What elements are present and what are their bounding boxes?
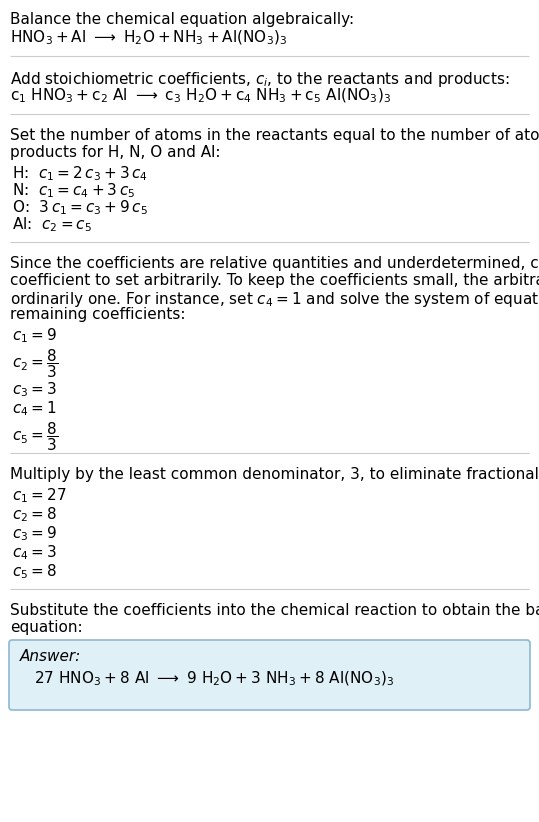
Text: $c_3 = 3$: $c_3 = 3$	[12, 380, 57, 399]
Text: $\mathrm{27\ HNO_3 + 8\ Al \ \longrightarrow \ 9\ H_2O + 3\ NH_3 + 8\ Al(NO_3)_3: $\mathrm{27\ HNO_3 + 8\ Al \ \longrighta…	[34, 670, 395, 688]
Text: Balance the chemical equation algebraically:: Balance the chemical equation algebraica…	[10, 12, 354, 27]
Text: $c_5 = 8$: $c_5 = 8$	[12, 562, 57, 580]
Text: $c_4 = 1$: $c_4 = 1$	[12, 399, 57, 418]
Text: H:  $c_1 = 2\,c_3 + 3\,c_4$: H: $c_1 = 2\,c_3 + 3\,c_4$	[12, 164, 148, 182]
Text: $c_2 = \dfrac{8}{3}$: $c_2 = \dfrac{8}{3}$	[12, 347, 58, 380]
Text: N:  $c_1 = c_4 + 3\,c_5$: N: $c_1 = c_4 + 3\,c_5$	[12, 181, 135, 200]
Text: O:  $3\,c_1 = c_3 + 9\,c_5$: O: $3\,c_1 = c_3 + 9\,c_5$	[12, 198, 148, 217]
Text: products for H, N, O and Al:: products for H, N, O and Al:	[10, 145, 220, 160]
Text: coefficient to set arbitrarily. To keep the coefficients small, the arbitrary va: coefficient to set arbitrarily. To keep …	[10, 273, 539, 288]
Text: Add stoichiometric coefficients, $c_i$, to the reactants and products:: Add stoichiometric coefficients, $c_i$, …	[10, 70, 509, 89]
FancyBboxPatch shape	[9, 640, 530, 710]
Text: ordinarily one. For instance, set $c_4 = 1$ and solve the system of equations fo: ordinarily one. For instance, set $c_4 =…	[10, 290, 539, 309]
Text: $c_1 = 9$: $c_1 = 9$	[12, 326, 57, 344]
Text: $\mathrm{c_1\ HNO_3 + c_2\ Al \ \longrightarrow \ c_3\ H_2O + c_4\ NH_3 + c_5\ A: $\mathrm{c_1\ HNO_3 + c_2\ Al \ \longrig…	[10, 87, 391, 105]
Text: $c_1 = 27$: $c_1 = 27$	[12, 486, 66, 505]
Text: remaining coefficients:: remaining coefficients:	[10, 307, 185, 322]
Text: $c_3 = 9$: $c_3 = 9$	[12, 524, 57, 543]
Text: Set the number of atoms in the reactants equal to the number of atoms in the: Set the number of atoms in the reactants…	[10, 128, 539, 143]
Text: Multiply by the least common denominator, 3, to eliminate fractional coefficient: Multiply by the least common denominator…	[10, 467, 539, 482]
Text: $c_2 = 8$: $c_2 = 8$	[12, 505, 57, 524]
Text: $c_4 = 3$: $c_4 = 3$	[12, 543, 57, 561]
Text: $c_5 = \dfrac{8}{3}$: $c_5 = \dfrac{8}{3}$	[12, 420, 58, 453]
Text: Substitute the coefficients into the chemical reaction to obtain the balanced: Substitute the coefficients into the che…	[10, 603, 539, 618]
Text: Since the coefficients are relative quantities and underdetermined, choose a: Since the coefficients are relative quan…	[10, 256, 539, 271]
Text: Answer:: Answer:	[20, 649, 81, 664]
Text: $\mathrm{HNO_3 + Al \ \longrightarrow \ H_2O + NH_3 + Al(NO_3)_3}$: $\mathrm{HNO_3 + Al \ \longrightarrow \ …	[10, 29, 287, 48]
Text: Al:  $c_2 = c_5$: Al: $c_2 = c_5$	[12, 215, 92, 233]
Text: equation:: equation:	[10, 620, 82, 635]
